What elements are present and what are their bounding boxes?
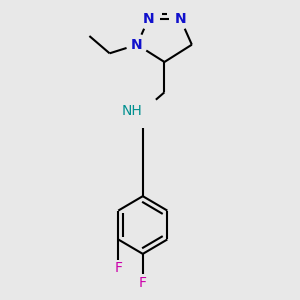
Text: N: N xyxy=(175,12,186,26)
Text: F: F xyxy=(139,276,147,290)
Text: N: N xyxy=(131,38,143,52)
Text: N: N xyxy=(143,12,154,26)
Text: NH: NH xyxy=(122,104,143,118)
Text: F: F xyxy=(114,261,122,275)
